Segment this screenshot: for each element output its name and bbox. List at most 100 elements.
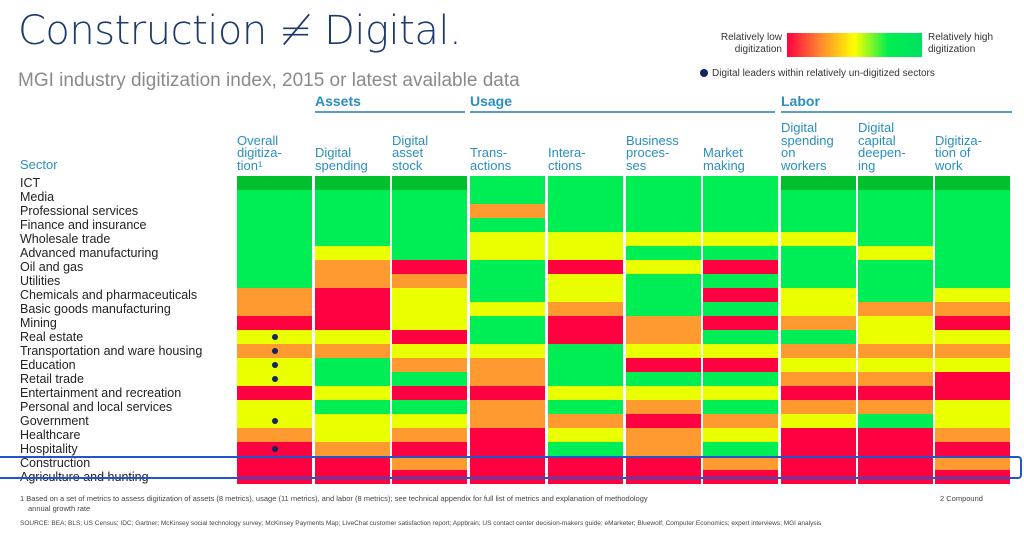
heatmap-cell (237, 344, 312, 358)
heatmap-cell (626, 288, 701, 302)
heatmap-cell (392, 456, 467, 470)
heatmap-cell (470, 414, 545, 428)
heatmap-cell (315, 358, 390, 372)
heatmap-cell (548, 358, 623, 372)
heatmap-cell (781, 274, 856, 288)
heatmap-cell (392, 442, 467, 456)
heatmap-cell (626, 274, 701, 288)
heatmap-cell (315, 414, 390, 428)
heatmap-cell (781, 456, 856, 470)
heatmap-cell (548, 232, 623, 246)
heatmap-cell (626, 470, 701, 484)
sector-label: Oil and gas (20, 260, 84, 274)
heatmap-cell (858, 358, 933, 372)
heatmap-cell (626, 344, 701, 358)
heatmap-cell (781, 344, 856, 358)
heatmap-cell (315, 190, 390, 204)
heatmap-cell (237, 232, 312, 246)
heatmap-cell (237, 204, 312, 218)
heatmap-cell (858, 288, 933, 302)
sector-label: Agriculture and hunting (20, 470, 149, 484)
heatmap-cell (470, 386, 545, 400)
heatmap-cell (237, 470, 312, 484)
heatmap-cell (935, 414, 1010, 428)
heatmap-cell (626, 330, 701, 344)
heatmap-cell (858, 190, 933, 204)
heatmap-cell (626, 190, 701, 204)
legend-dot-label: Digital leaders within relatively un-dig… (712, 68, 935, 79)
heatmap-cell (858, 302, 933, 316)
heatmap-cell (548, 288, 623, 302)
heatmap-cell (626, 442, 701, 456)
heatmap-cell (548, 428, 623, 442)
heatmap-cell (703, 358, 778, 372)
heatmap-cell (935, 456, 1010, 470)
heatmap-cell (626, 358, 701, 372)
heatmap-cell (858, 428, 933, 442)
sector-column-header: Sector (20, 157, 58, 172)
heatmap-cell (703, 260, 778, 274)
heatmap-cell (470, 288, 545, 302)
heatmap-cell (781, 414, 856, 428)
heatmap-cell (392, 190, 467, 204)
heatmap-cell (470, 176, 545, 190)
heatmap-cell (703, 414, 778, 428)
heatmap-cell (470, 246, 545, 260)
heatmap-cell (935, 386, 1010, 400)
heatmap-cell (237, 260, 312, 274)
heatmap-cell (781, 372, 856, 386)
heatmap-cell (315, 288, 390, 302)
heatmap-cell (703, 204, 778, 218)
heatmap-cell (315, 400, 390, 414)
heatmap-cell (703, 372, 778, 386)
heatmap-cell (858, 246, 933, 260)
digital-leader-dot (271, 446, 278, 452)
heatmap-cell (858, 386, 933, 400)
heatmap-cell (781, 358, 856, 372)
heatmap-cell (315, 316, 390, 330)
heatmap-cell (935, 316, 1010, 330)
digital-leader-dot (271, 334, 278, 340)
heatmap-cell (858, 260, 933, 274)
heatmap-cell (781, 246, 856, 260)
heatmap-cell (858, 274, 933, 288)
heatmap-cell (315, 442, 390, 456)
heatmap-cell (315, 204, 390, 218)
sector-label: Professional services (20, 204, 139, 218)
sector-label: Hospitality (20, 442, 78, 456)
heatmap-cell (237, 176, 312, 190)
heatmap-cell (626, 400, 701, 414)
heatmap-cell (392, 344, 467, 358)
heatmap-cell (470, 260, 545, 274)
heatmap-cell (470, 302, 545, 316)
leader-dot-icon (700, 69, 708, 77)
heatmap-cell (703, 288, 778, 302)
heatmap-cell (935, 288, 1010, 302)
heatmap-cell (858, 470, 933, 484)
digital-leader-dot (271, 362, 278, 368)
heatmap-cell (470, 316, 545, 330)
heatmap-cell (781, 204, 856, 218)
heatmap-cell (858, 372, 933, 386)
heatmap-cell (548, 274, 623, 288)
heatmap-cell (470, 330, 545, 344)
heatmap-cell (548, 176, 623, 190)
column-header-dasset: Digital asset stock (392, 132, 429, 173)
heatmap-cell (935, 428, 1010, 442)
footnote-2: 2 Compound (940, 494, 983, 503)
heatmap-cell (935, 232, 1010, 246)
legend-high-label: Relatively high digitization (928, 32, 994, 55)
column-header-dow: Digitiza- tion of work (935, 132, 982, 173)
heatmap-cell (935, 176, 1010, 190)
column-header-market: Market making (703, 145, 745, 173)
heatmap-cell (935, 204, 1010, 218)
column-header-overall: Overall digitiza- tion¹ (237, 132, 282, 173)
sector-label: ICT (20, 176, 41, 190)
legend-gradient-bar (787, 33, 922, 57)
heatmap-cell (935, 218, 1010, 232)
heatmap-cell (392, 260, 467, 274)
heatmap-cell (237, 456, 312, 470)
heatmap-cell (548, 246, 623, 260)
page-title: Construction ≠ Digital. (18, 8, 462, 54)
heatmap-cell (703, 330, 778, 344)
